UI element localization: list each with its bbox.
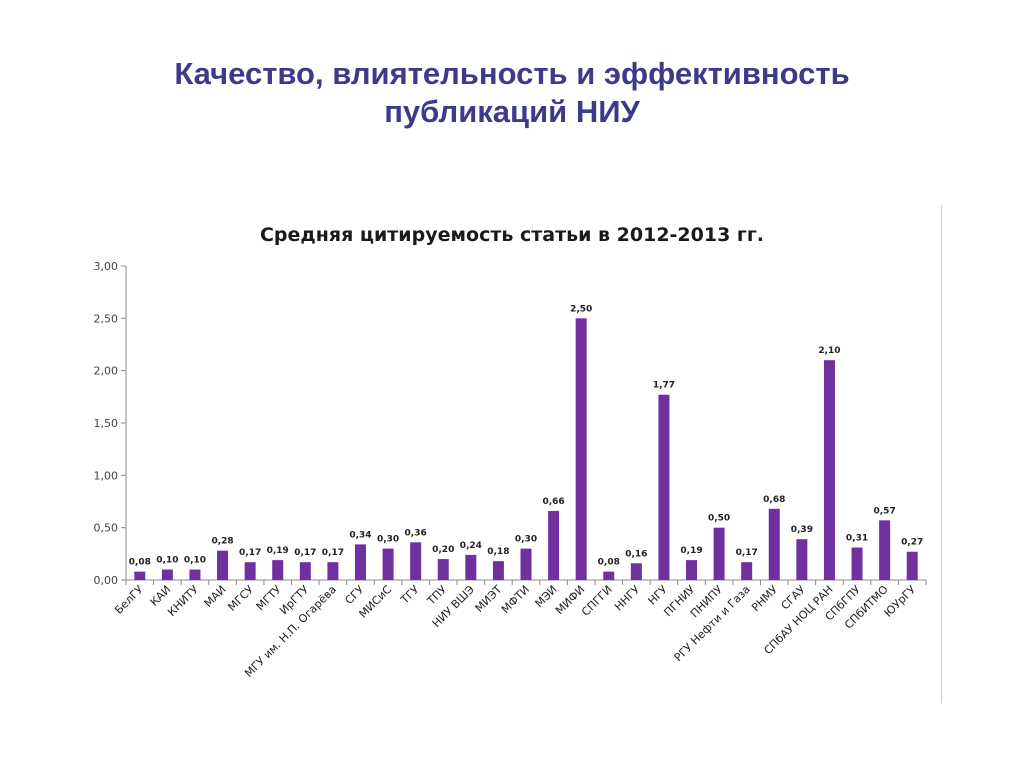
y-tick-label: 0,50 — [94, 522, 119, 535]
bar — [796, 539, 808, 580]
data-labels: 0,08 0,10 0,10 0,28 0,17 0,19 0,17 0,17 0,34 0,30… — [129, 304, 924, 567]
bar — [879, 520, 891, 580]
bar — [492, 561, 504, 580]
bar — [161, 569, 173, 580]
chart-title: Средняя цитируемость статьи в 2012-2013 … — [260, 224, 764, 246]
y-axis: 0,00 0,50 1,00 1,50 2,00 2,50 3,00 — [94, 260, 927, 587]
bar — [410, 542, 422, 580]
data-label: 1,77 — [653, 381, 675, 391]
chart-frame-edge — [941, 205, 942, 703]
bar — [299, 562, 311, 580]
data-label: 0,20 — [432, 545, 454, 555]
data-label: 0,57 — [874, 506, 896, 516]
data-label: 0,27 — [901, 538, 923, 548]
category-label: РНМУ — [749, 583, 780, 614]
bar — [686, 560, 698, 580]
bar — [630, 563, 642, 580]
bar — [437, 559, 449, 580]
data-label: 0,28 — [211, 537, 233, 547]
bar — [658, 394, 670, 580]
y-tick-label: 1,50 — [94, 417, 119, 430]
category-label: МАИ — [202, 583, 229, 610]
bar — [768, 508, 780, 580]
category-label: ННГУ — [612, 583, 643, 614]
slide-title: Качество, влиятельность и эффективность … — [0, 55, 1024, 131]
data-label: 0,17 — [736, 548, 758, 558]
data-label: 0,30 — [377, 535, 399, 545]
data-label: 0,17 — [294, 548, 316, 558]
bar — [713, 527, 725, 580]
bar — [465, 554, 477, 580]
data-label: 0,39 — [791, 525, 813, 535]
bar — [272, 560, 284, 580]
category-label: СПГГИ — [579, 583, 615, 619]
data-label: 0,36 — [405, 528, 427, 538]
bar — [823, 360, 835, 580]
y-tick-label: 1,00 — [94, 469, 119, 482]
bar — [382, 548, 394, 580]
bar — [548, 510, 560, 580]
data-label: 0,31 — [846, 534, 868, 544]
data-label: 0,08 — [598, 558, 620, 568]
y-tick-label: 0,00 — [94, 574, 119, 587]
data-label: 0,10 — [184, 556, 206, 566]
data-label: 0,18 — [487, 547, 509, 557]
slide-title-line-1: Качество, влиятельность и эффективность — [174, 56, 850, 91]
y-tick-label: 3,00 — [94, 260, 119, 273]
bars — [134, 318, 918, 580]
category-label: ТГУ — [398, 583, 422, 607]
category-label: БелГУ — [112, 583, 146, 617]
bar — [244, 562, 256, 580]
bar — [217, 550, 229, 580]
bar — [134, 571, 146, 580]
bar — [327, 562, 339, 580]
data-label: 0,16 — [625, 549, 647, 559]
data-label: 0,30 — [515, 535, 537, 545]
data-label: 0,17 — [239, 548, 261, 558]
category-label: КНИТУ — [165, 583, 201, 619]
data-label: 0,17 — [322, 548, 344, 558]
bar — [906, 551, 918, 580]
data-label: 0,68 — [763, 495, 785, 505]
y-tick-label: 2,00 — [94, 365, 119, 378]
bar — [741, 562, 753, 580]
data-label: 0,19 — [680, 546, 702, 556]
data-label: 0,24 — [460, 541, 482, 551]
category-label: МФТИ — [499, 583, 532, 616]
data-label: 0,66 — [542, 497, 564, 507]
data-label: 2,50 — [570, 304, 592, 314]
category-label: МИЭТ — [473, 583, 505, 615]
data-label: 2,10 — [818, 346, 840, 356]
bar — [354, 544, 366, 580]
bar — [189, 569, 201, 580]
data-label: 0,50 — [708, 514, 730, 524]
data-label: 0,19 — [267, 546, 289, 556]
slide-title-line-2: публикаций НИУ — [384, 94, 640, 129]
data-label: 0,08 — [129, 558, 151, 568]
bar — [851, 547, 863, 580]
bar — [603, 571, 615, 580]
category-label: МГСУ — [225, 583, 256, 614]
category-label: ЮУрГУ — [882, 583, 919, 620]
y-tick-label: 2,50 — [94, 312, 119, 325]
data-label: 0,10 — [156, 556, 178, 566]
data-label: 0,34 — [349, 530, 371, 540]
bar — [575, 318, 587, 580]
bar — [520, 548, 532, 580]
